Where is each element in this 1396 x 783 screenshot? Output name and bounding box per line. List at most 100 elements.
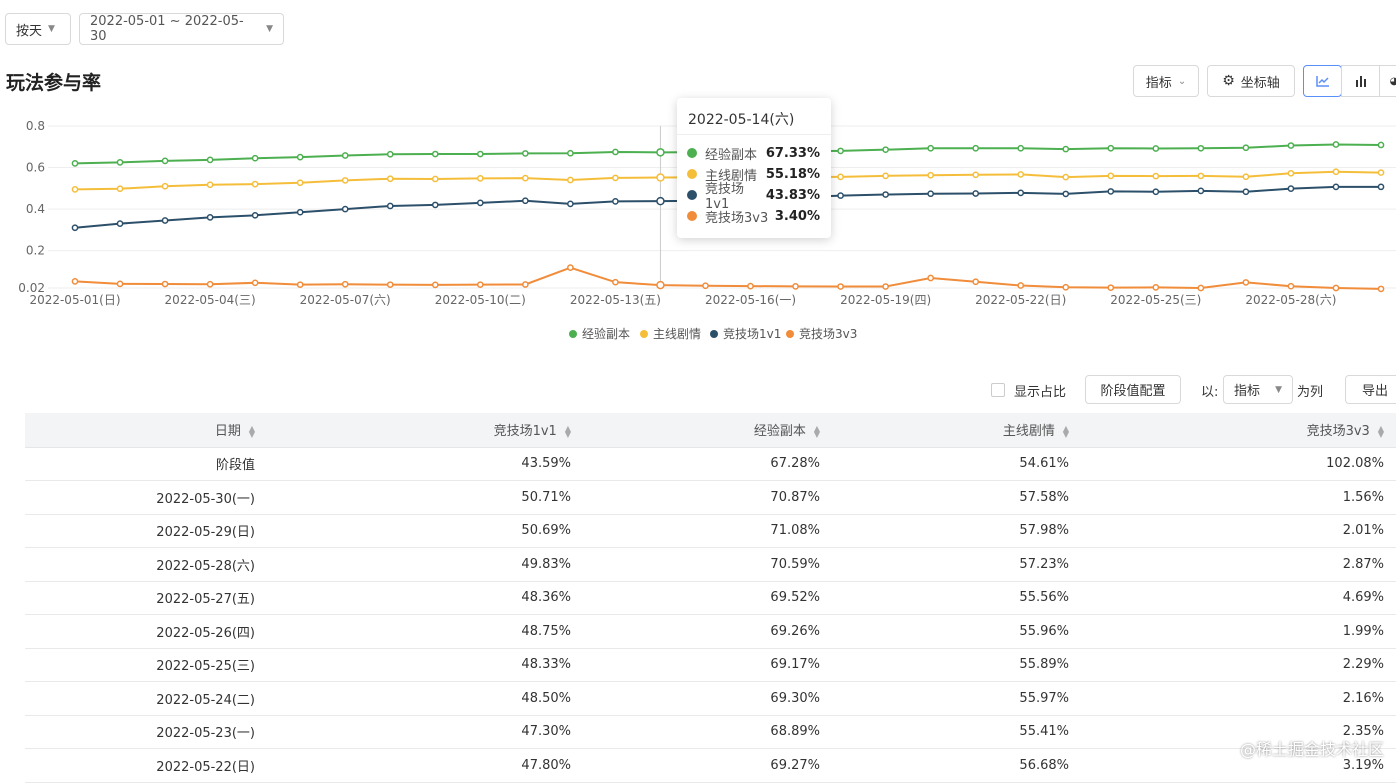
table-row: 2022-05-23(一)47.30%68.89%55.41%2.35% xyxy=(25,715,1396,749)
sort-icon[interactable]: ▲▼ xyxy=(1378,426,1384,438)
data-point xyxy=(1153,146,1158,151)
table-cell: 47.80% xyxy=(271,749,587,783)
data-point xyxy=(343,153,348,158)
table-cell: 55.96% xyxy=(836,615,1085,649)
data-point xyxy=(1198,188,1203,193)
data-point xyxy=(298,180,303,185)
tooltip-series-name: 竞技场3v3 xyxy=(705,207,775,226)
table-cell: 48.33% xyxy=(271,648,587,682)
checkbox-box[interactable] xyxy=(991,383,1005,397)
data-point xyxy=(478,282,483,287)
metric-select[interactable]: 指标 ⌄ xyxy=(1133,65,1199,97)
date-range-picker[interactable]: 2022-05-01 ~ 2022-05-30 ▼ xyxy=(79,13,284,45)
data-point xyxy=(838,193,843,198)
table-cell: 2022-05-27(五) xyxy=(25,581,271,615)
data-point xyxy=(72,279,77,284)
axis-button[interactable]: ⚙ 坐标轴 xyxy=(1207,65,1295,97)
data-point xyxy=(928,275,933,280)
table-row: 2022-05-29(日)50.69%71.08%57.98%2.01% xyxy=(25,514,1396,548)
data-point xyxy=(1243,145,1248,150)
data-point xyxy=(748,284,753,289)
pie-chart-icon: ◕ xyxy=(1390,76,1396,87)
data-point xyxy=(117,281,122,286)
data-point xyxy=(1063,146,1068,151)
table-row: 2022-05-24(二)48.50%69.30%55.97%2.16% xyxy=(25,682,1396,716)
table-cell: 69.27% xyxy=(587,749,836,783)
bar-chart-toggle[interactable] xyxy=(1341,65,1380,97)
stage-config-button[interactable]: 阶段值配置 xyxy=(1085,375,1181,404)
table-cell: 2022-05-30(一) xyxy=(25,481,271,515)
table-cell: 2.29% xyxy=(1085,648,1396,682)
stage-config-label: 阶段值配置 xyxy=(1100,380,1165,399)
data-point xyxy=(1108,189,1113,194)
legend-dot xyxy=(786,330,794,338)
table-cell: 57.23% xyxy=(836,548,1085,582)
watermark: @稀土掘金技术社区 xyxy=(1240,736,1384,760)
data-point xyxy=(883,192,888,197)
data-point xyxy=(523,198,528,203)
data-point xyxy=(388,203,393,208)
data-point xyxy=(1243,174,1248,179)
data-point xyxy=(1063,285,1068,290)
data-point xyxy=(568,265,573,270)
table-cell: 55.97% xyxy=(836,682,1085,716)
data-point xyxy=(883,173,888,178)
y-tick-label: 0.8 xyxy=(26,119,45,133)
show-ratio-checkbox[interactable]: 显示占比 xyxy=(991,375,1066,405)
pivot-metric-select[interactable]: 指标 ▼ xyxy=(1223,375,1293,404)
y-tick-label: 0.4 xyxy=(26,202,45,216)
x-tick-label: 2022-05-10(二) xyxy=(435,293,526,307)
data-point xyxy=(433,151,438,156)
line-chart-toggle[interactable] xyxy=(1303,65,1342,97)
table-cell: 54.61% xyxy=(836,447,1085,481)
data-point xyxy=(1198,285,1203,290)
data-point xyxy=(117,186,122,191)
data-point xyxy=(928,146,933,151)
data-point xyxy=(343,178,348,183)
sort-icon[interactable]: ▲▼ xyxy=(565,426,571,438)
series-color-dot xyxy=(687,211,697,221)
pie-chart-toggle[interactable]: ◕ xyxy=(1379,65,1396,97)
data-point xyxy=(1288,171,1293,176)
data-point xyxy=(72,225,77,230)
data-point xyxy=(253,156,258,161)
sort-icon[interactable]: ▲▼ xyxy=(249,426,255,438)
x-tick-label: 2022-05-07(六) xyxy=(300,293,391,307)
table-cell: 2022-05-26(四) xyxy=(25,615,271,649)
data-point xyxy=(657,149,664,156)
data-point xyxy=(613,199,618,204)
granularity-select[interactable]: 按天 ▼ xyxy=(5,13,71,45)
data-point xyxy=(208,282,213,287)
export-button[interactable]: 导出 xyxy=(1345,375,1396,404)
table-cell: 47.30% xyxy=(271,715,587,749)
data-point xyxy=(1378,142,1383,147)
column-header-pvp3v3[interactable]: 竞技场3v3▲▼ xyxy=(1085,413,1396,447)
data-point xyxy=(388,176,393,181)
data-point xyxy=(973,172,978,177)
data-point xyxy=(613,149,618,154)
column-header-main-story[interactable]: 主线剧情▲▼ xyxy=(836,413,1085,447)
x-tick-label: 2022-05-16(一) xyxy=(705,293,796,307)
table-row: 2022-05-30(一)50.71%70.87%57.58%1.56% xyxy=(25,481,1396,515)
table-cell: 67.28% xyxy=(587,447,836,481)
table-cell: 50.69% xyxy=(271,514,587,548)
column-header-exp-dungeon[interactable]: 经验副本▲▼ xyxy=(587,413,836,447)
table-cell: 1.56% xyxy=(1085,481,1396,515)
table-cell: 48.36% xyxy=(271,581,587,615)
column-header-pvp1v1[interactable]: 竞技场1v1 ▲▼ xyxy=(271,413,587,447)
table-cell: 43.59% xyxy=(271,447,587,481)
series-color-dot xyxy=(687,169,697,179)
legend-item: 竞技场1v1 xyxy=(710,327,781,341)
table-cell: 55.41% xyxy=(836,715,1085,749)
column-header-label: 竞技场1v1 xyxy=(494,424,557,439)
data-point xyxy=(1378,286,1383,291)
data-point xyxy=(793,284,798,289)
column-header-date[interactable]: 日期▲▼ xyxy=(25,413,271,447)
sort-icon[interactable]: ▲▼ xyxy=(1063,426,1069,438)
series-line-3 xyxy=(75,268,1381,289)
data-point xyxy=(523,176,528,181)
sort-icon[interactable]: ▲▼ xyxy=(814,426,820,438)
data-point xyxy=(1378,184,1383,189)
data-point xyxy=(208,182,213,187)
